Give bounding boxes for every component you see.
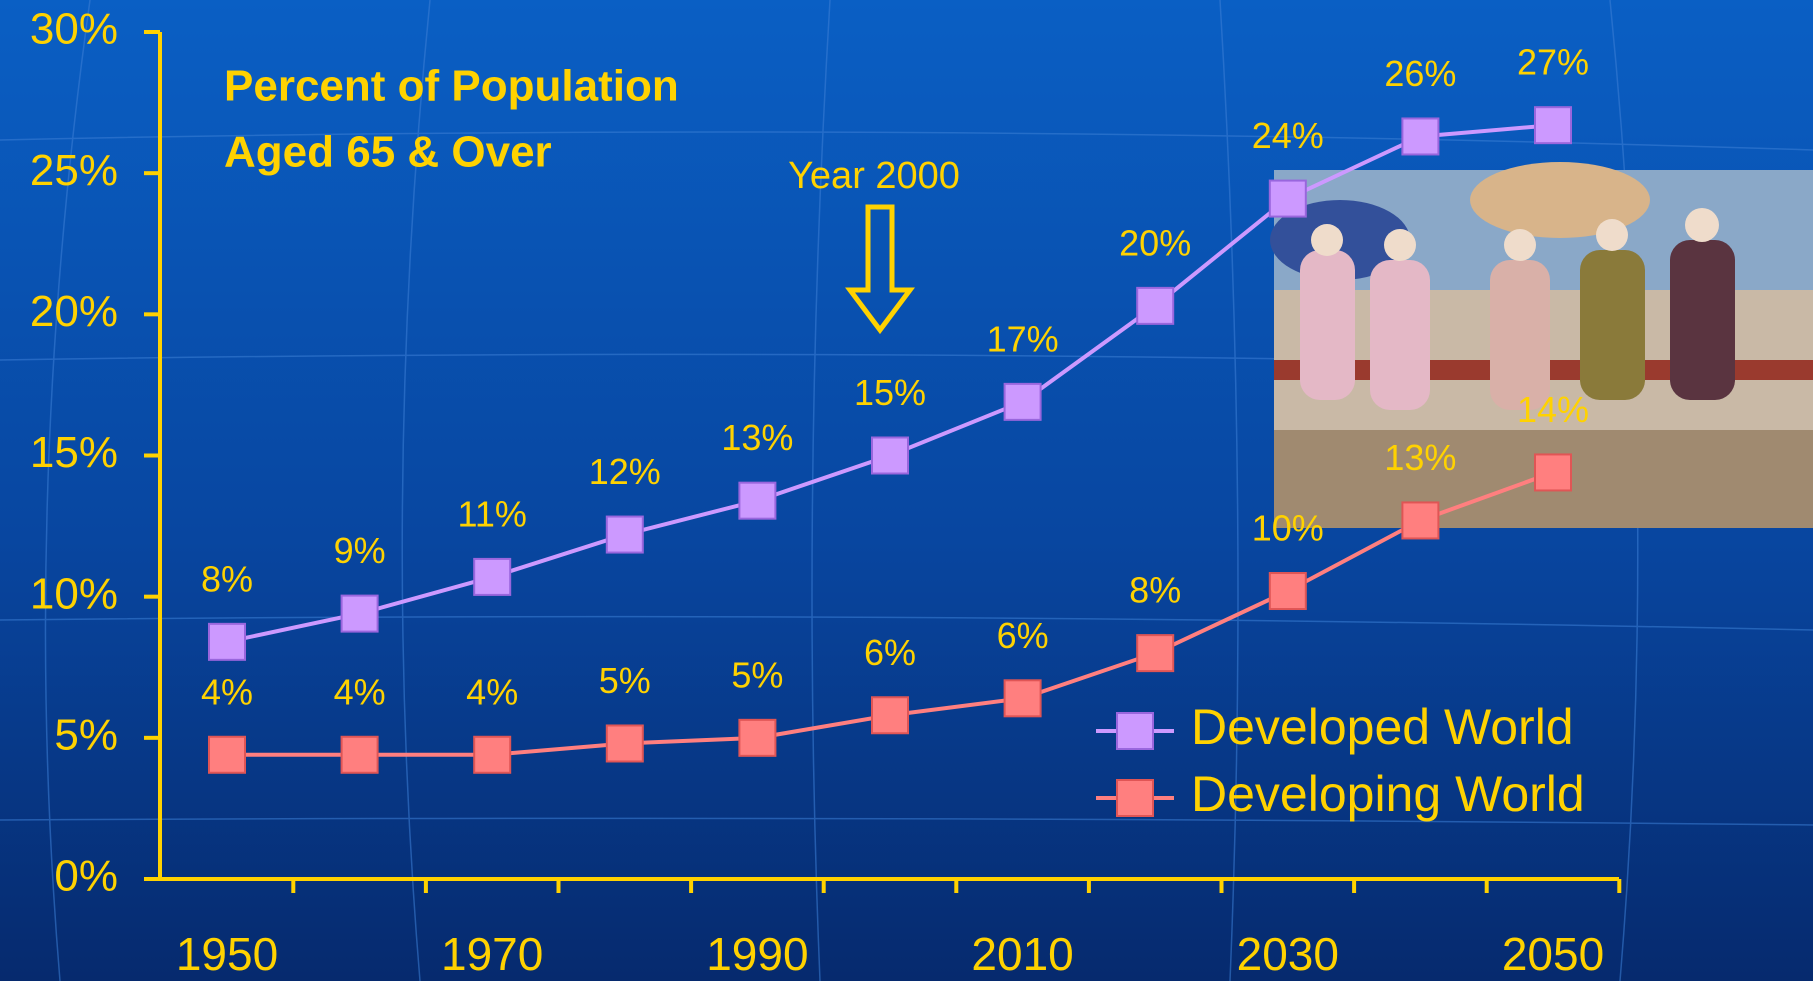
chart-title: Percent of Population: [224, 62, 679, 111]
marker: [473, 735, 512, 774]
marker: [1003, 679, 1042, 718]
legend-label: Developed World: [1191, 699, 1574, 755]
y-tick-label: 0%: [54, 852, 118, 901]
y-tick-label: 25%: [30, 146, 118, 195]
annotation: Year 2000: [788, 155, 960, 197]
y-tick-label: 20%: [30, 287, 118, 336]
data-label: 6%: [864, 632, 916, 673]
data-label: 10%: [1252, 508, 1324, 549]
legend-label: Developing World: [1191, 766, 1585, 822]
marker: [1136, 634, 1175, 673]
marker: [208, 735, 246, 774]
data-label: 20%: [1119, 222, 1191, 263]
data-label: 14%: [1517, 389, 1589, 430]
x-tick-label: 2010: [971, 928, 1073, 980]
data-label: 5%: [599, 660, 651, 701]
marker: [1401, 117, 1440, 156]
data-label: 9%: [334, 530, 386, 571]
data-label: 27%: [1517, 42, 1589, 83]
data-label: 4%: [466, 671, 518, 712]
y-tick-label: 5%: [54, 710, 118, 759]
marker: [340, 594, 379, 633]
data-label: 6%: [997, 615, 1049, 656]
data-label: 15%: [854, 372, 926, 413]
y-tick-label: 15%: [30, 428, 118, 477]
data-label: 13%: [1384, 437, 1456, 478]
x-tick-label: 2030: [1237, 928, 1339, 980]
marker: [871, 436, 909, 475]
marker: [738, 481, 777, 520]
data-label: 5%: [731, 654, 783, 695]
x-tick-label: 1950: [176, 928, 278, 980]
data-label: 13%: [721, 417, 793, 458]
chart-title: Aged 65 & Over: [224, 128, 552, 177]
data-label: 11%: [458, 493, 527, 534]
y-tick-label: 30%: [30, 5, 118, 54]
annotation-arrow: [845, 204, 915, 335]
data-label: 17%: [987, 318, 1059, 359]
y-tick-label: 10%: [30, 569, 118, 618]
data-label: 24%: [1252, 115, 1324, 156]
legend-marker: [1116, 779, 1154, 817]
marker: [1534, 453, 1572, 492]
marker: [1268, 179, 1307, 218]
x-tick-label: 1970: [441, 928, 543, 980]
marker: [871, 696, 909, 735]
legend-marker: [1116, 712, 1154, 750]
marker: [1268, 572, 1307, 611]
marker: [1534, 106, 1572, 145]
marker: [1003, 382, 1042, 421]
marker: [738, 718, 777, 757]
marker: [1401, 501, 1440, 540]
marker: [208, 622, 246, 661]
data-label: 26%: [1384, 53, 1456, 94]
data-label: 4%: [334, 671, 386, 712]
marker: [473, 557, 512, 596]
marker: [605, 724, 644, 763]
data-label: 8%: [201, 558, 253, 599]
data-label: 4%: [201, 671, 253, 712]
x-tick-label: 2050: [1502, 928, 1604, 980]
data-label: 8%: [1129, 570, 1181, 611]
marker: [340, 735, 379, 774]
marker: [605, 515, 644, 554]
x-tick-label: 1990: [706, 928, 808, 980]
marker: [1136, 286, 1175, 325]
data-label: 12%: [589, 451, 661, 492]
